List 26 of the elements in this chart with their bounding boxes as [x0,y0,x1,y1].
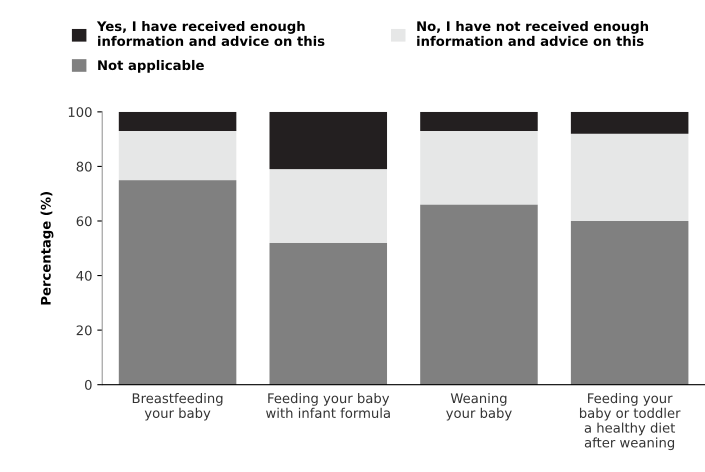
bar [269,169,388,243]
bar [118,130,236,180]
y-tick-label: 20 [76,325,92,336]
legend-label: No, I have not received enough information and advice on this [417,20,648,46]
bar [570,220,688,385]
legend-label: Yes, I have received enough information and advice on this [96,20,324,46]
bar [570,134,688,221]
x-tick-label: Weaning your baby [446,393,512,421]
legend-label: Not applicable [98,60,204,73]
bar [118,112,236,131]
y-tick-label: 60 [76,216,92,226]
y-axis-title: Percentage (%) [40,192,54,304]
y-tick-label: 100 [68,107,92,118]
y-tick-label: 0 [84,380,92,390]
bar [570,112,688,134]
bar [269,112,388,170]
bar [420,112,538,131]
y-tick-label: 40 [76,270,92,281]
bar [118,180,236,385]
x-tick-label: Feeding your baby with infant formula [266,393,390,418]
x-tick-label: Breastfeeding your baby [132,393,222,421]
x-tick-label: Feeding your baby or toddler a healthy diet after weaning [580,393,681,450]
bar [269,242,388,385]
bar [420,204,538,385]
y-tick-label: 80 [76,162,92,172]
bar [420,130,538,205]
